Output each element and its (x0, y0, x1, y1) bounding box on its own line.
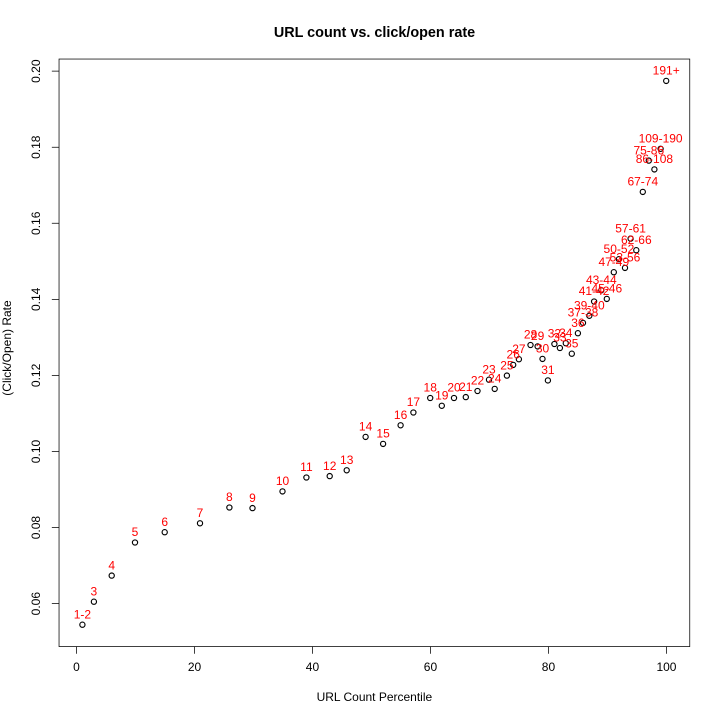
svg-text:19: 19 (435, 389, 449, 403)
svg-text:45-46: 45-46 (591, 282, 622, 296)
svg-text:50-52: 50-52 (604, 242, 635, 256)
svg-text:36: 36 (571, 316, 585, 330)
svg-text:12: 12 (323, 459, 337, 473)
svg-text:21: 21 (459, 380, 473, 394)
svg-text:0.16: 0.16 (29, 211, 43, 235)
svg-text:86-108: 86-108 (636, 152, 674, 166)
svg-text:22: 22 (471, 374, 485, 388)
svg-text:67-74: 67-74 (627, 175, 658, 189)
svg-text:35: 35 (565, 336, 579, 350)
svg-text:4: 4 (108, 558, 115, 572)
svg-text:32: 32 (548, 327, 562, 341)
svg-text:0.06: 0.06 (29, 592, 43, 616)
svg-text:11: 11 (300, 460, 313, 474)
svg-text:33: 33 (553, 331, 567, 345)
svg-text:47-49: 47-49 (598, 255, 629, 269)
svg-text:0.08: 0.08 (29, 516, 43, 540)
svg-text:75-86: 75-86 (633, 143, 664, 157)
svg-text:14: 14 (359, 420, 373, 434)
svg-text:109-190: 109-190 (639, 132, 683, 146)
svg-text:7: 7 (197, 506, 204, 520)
svg-text:0.18: 0.18 (29, 135, 43, 159)
svg-text:191+: 191+ (653, 64, 680, 78)
svg-text:39-40: 39-40 (574, 299, 605, 313)
svg-text:0.10: 0.10 (29, 439, 43, 463)
svg-text:31: 31 (541, 363, 555, 377)
svg-text:13: 13 (340, 453, 354, 467)
svg-text:URL count vs. click/open rate: URL count vs. click/open rate (274, 25, 475, 41)
svg-text:(Click/Open) Rate: (Click/Open) Rate (0, 300, 14, 396)
svg-text:10: 10 (276, 474, 290, 488)
svg-text:18: 18 (424, 381, 438, 395)
svg-text:6: 6 (161, 515, 168, 529)
svg-text:8: 8 (226, 490, 233, 504)
svg-text:1-2: 1-2 (74, 607, 92, 621)
svg-text:23: 23 (482, 362, 496, 376)
svg-text:3: 3 (91, 584, 98, 598)
svg-text:62-66: 62-66 (621, 233, 652, 247)
svg-text:26: 26 (507, 348, 521, 362)
svg-text:24: 24 (488, 372, 502, 386)
svg-text:37-38: 37-38 (568, 306, 599, 320)
svg-text:URL Count Percentile: URL Count Percentile (317, 690, 433, 704)
svg-text:15: 15 (376, 427, 390, 441)
svg-text:57-61: 57-61 (615, 221, 646, 235)
svg-text:53-56: 53-56 (610, 251, 641, 265)
svg-text:20: 20 (447, 381, 461, 395)
svg-text:0.12: 0.12 (29, 363, 43, 387)
svg-text:0.20: 0.20 (29, 59, 43, 83)
svg-text:27: 27 (512, 342, 526, 356)
svg-text:28: 28 (524, 328, 538, 342)
svg-text:34: 34 (559, 326, 573, 340)
svg-text:25: 25 (500, 358, 514, 372)
svg-text:30: 30 (536, 342, 550, 356)
svg-text:41-42: 41-42 (579, 284, 610, 298)
svg-text:9: 9 (249, 491, 256, 505)
svg-text:16: 16 (394, 408, 408, 422)
svg-text:40: 40 (306, 660, 320, 674)
svg-text:43-44: 43-44 (586, 273, 617, 287)
svg-text:20: 20 (188, 660, 202, 674)
svg-text:0: 0 (73, 660, 80, 674)
svg-text:60: 60 (424, 660, 438, 674)
svg-text:80: 80 (542, 660, 556, 674)
svg-text:100: 100 (656, 660, 676, 674)
svg-text:5: 5 (132, 525, 139, 539)
svg-text:29: 29 (531, 329, 545, 343)
svg-text:0.14: 0.14 (29, 287, 43, 311)
svg-text:17: 17 (407, 395, 421, 409)
